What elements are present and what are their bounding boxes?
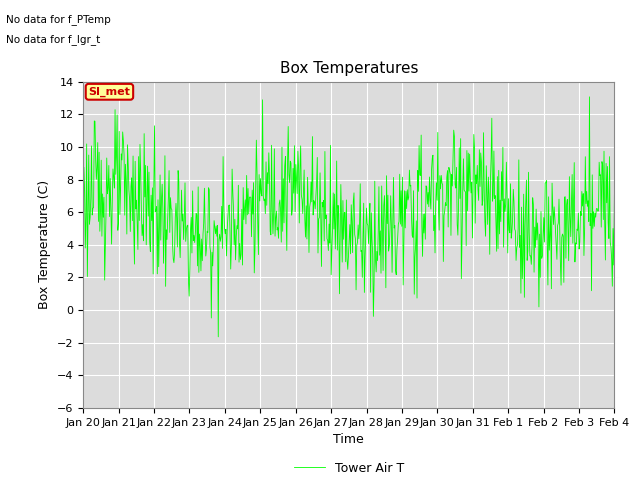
Tower Air T bbox=[141, 162, 149, 168]
Line: Tower Air T: Tower Air T bbox=[83, 97, 614, 337]
Tower Air T bbox=[287, 158, 294, 164]
Tower Air T bbox=[434, 130, 442, 135]
Tower Air T bbox=[586, 94, 593, 100]
Title: Box Temperatures: Box Temperatures bbox=[280, 61, 418, 76]
Y-axis label: Box Temperature (C): Box Temperature (C) bbox=[38, 180, 51, 310]
Tower Air T bbox=[266, 228, 274, 234]
Tower Air T bbox=[240, 217, 248, 223]
Text: SI_met: SI_met bbox=[88, 87, 131, 97]
Tower Air T bbox=[214, 334, 222, 340]
Tower Air T bbox=[404, 197, 412, 203]
X-axis label: Time: Time bbox=[333, 433, 364, 446]
Text: No data for f_lgr_t: No data for f_lgr_t bbox=[6, 34, 100, 45]
Tower Air T bbox=[79, 233, 87, 239]
Tower Air T bbox=[611, 192, 618, 198]
Legend: Tower Air T: Tower Air T bbox=[289, 456, 409, 480]
Text: No data for f_PTemp: No data for f_PTemp bbox=[6, 14, 111, 25]
